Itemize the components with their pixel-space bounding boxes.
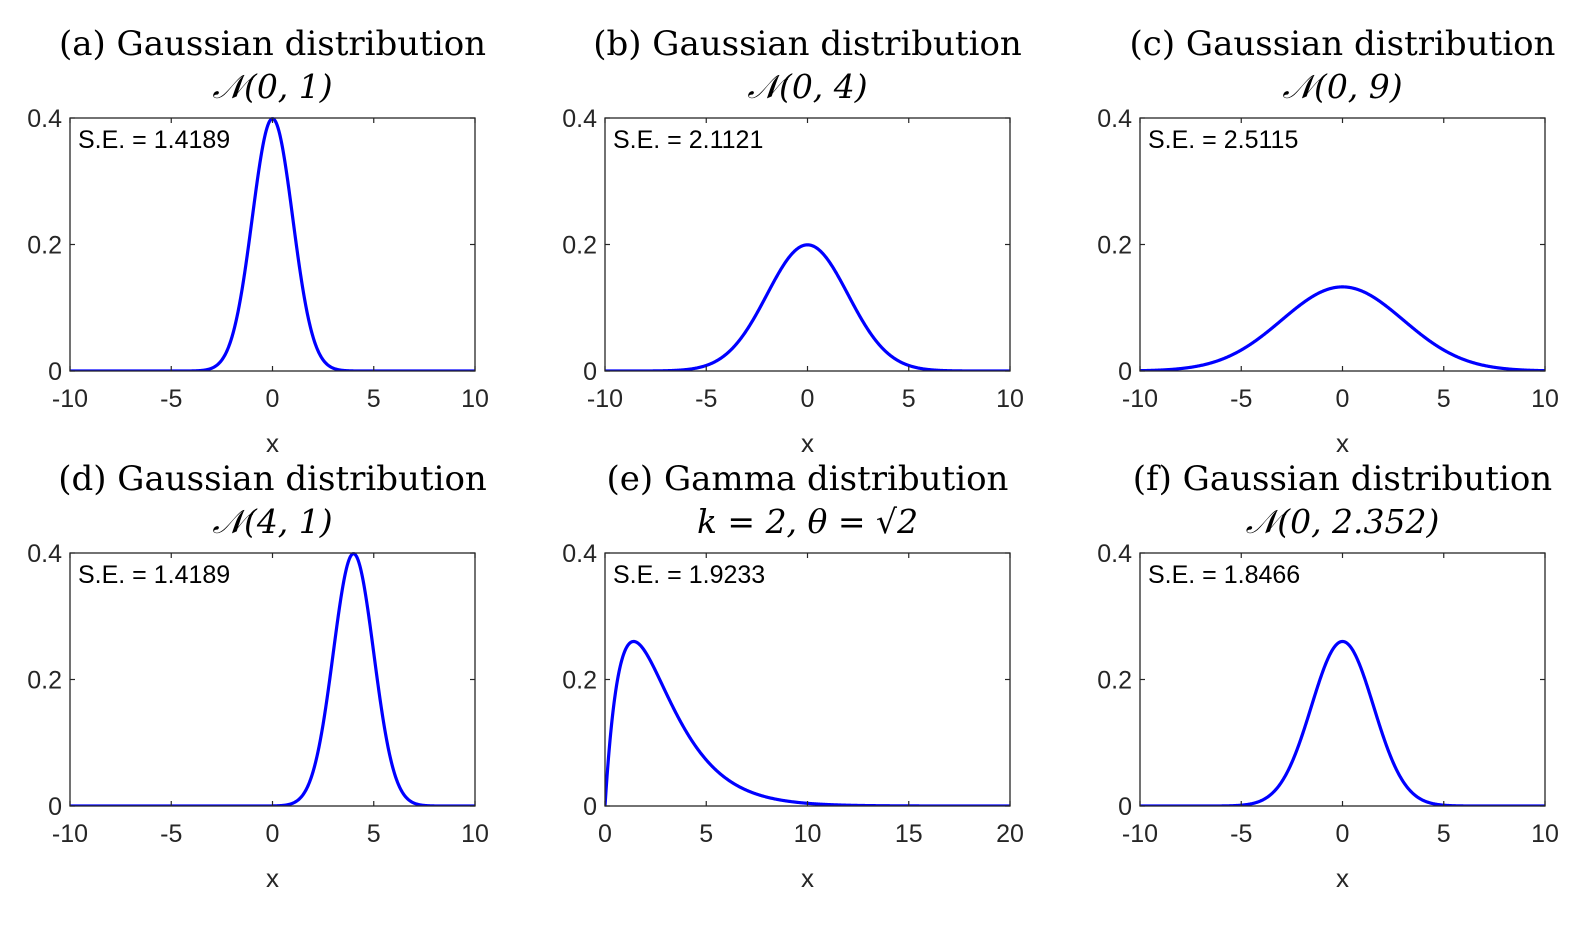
y-tick-label: 0 — [1118, 793, 1132, 821]
y-tick-label: 0 — [48, 358, 62, 386]
x-axis-label: x — [266, 428, 279, 458]
y-tick-label: 0.4 — [27, 105, 62, 133]
chart-title: (e) Gamma distribution — [607, 459, 1009, 499]
x-tick-label: -5 — [695, 385, 717, 413]
chart-title: (a) Gaussian distribution — [59, 24, 486, 64]
entropy-annotation: S.E. = 2.5115 — [1148, 126, 1298, 154]
entropy-annotation: S.E. = 1.9233 — [613, 561, 765, 589]
x-tick-label: 10 — [794, 820, 822, 848]
series-line-pdf — [70, 117, 475, 371]
x-tick-label: 0 — [1336, 820, 1350, 848]
y-tick-label: 0 — [583, 793, 597, 821]
x-tick-label: 15 — [895, 820, 923, 848]
x-tick-label: 10 — [996, 385, 1024, 413]
x-tick-label: -5 — [160, 385, 182, 413]
chart-title: (d) Gaussian distribution — [58, 459, 487, 499]
entropy-annotation: S.E. = 1.4189 — [78, 561, 230, 589]
x-tick-label: 5 — [1437, 385, 1451, 413]
x-tick-label: 5 — [1437, 820, 1451, 848]
series-line-pdf — [605, 639, 1010, 806]
y-tick-label: 0.4 — [562, 105, 597, 133]
x-tick-label: 0 — [598, 820, 612, 848]
y-tick-label: 0.2 — [562, 232, 597, 260]
x-tick-label: 10 — [1531, 385, 1559, 413]
x-tick-label: 0 — [266, 385, 280, 413]
x-tick-label: 10 — [461, 820, 489, 848]
y-tick-label: 0 — [583, 358, 597, 386]
series-line-pdf — [70, 552, 475, 806]
x-tick-label: 5 — [699, 820, 713, 848]
chart-subtitle: k = 2, θ = √2 — [697, 502, 918, 541]
series-line-pdf — [1140, 639, 1545, 806]
x-tick-label: 5 — [367, 820, 381, 848]
x-tick-label: 10 — [1531, 820, 1559, 848]
y-tick-label: 0.4 — [27, 540, 62, 568]
y-tick-label: 0.4 — [1097, 105, 1132, 133]
x-tick-label: 20 — [996, 820, 1024, 848]
plot-frame — [604, 552, 1011, 807]
x-axis-label: x — [1336, 863, 1349, 893]
plot-frame — [69, 117, 476, 372]
y-tick-label: 0.2 — [1097, 232, 1132, 260]
chart-title: (b) Gaussian distribution — [593, 24, 1022, 64]
y-tick-label: 0.2 — [562, 667, 597, 695]
x-tick-label: 0 — [1336, 385, 1350, 413]
entropy-annotation: S.E. = 2.1121 — [613, 126, 763, 154]
y-tick-label: 0.4 — [562, 540, 597, 568]
entropy-annotation: S.E. = 1.4189 — [78, 126, 230, 154]
x-tick-label: 5 — [367, 385, 381, 413]
y-tick-label: 0.4 — [1097, 540, 1132, 568]
x-tick-label: 0 — [801, 385, 815, 413]
x-tick-label: 0 — [266, 820, 280, 848]
x-tick-label: -5 — [160, 820, 182, 848]
plot-frame — [1139, 117, 1546, 372]
chart-title: (f) Gaussian distribution — [1133, 459, 1552, 499]
plot-frame — [1139, 552, 1546, 807]
x-tick-label: -5 — [1230, 385, 1252, 413]
chart-subtitle: 𝒩(4, 1) — [212, 502, 332, 541]
x-tick-label: -10 — [52, 820, 88, 848]
chart-subtitle: 𝒩(0, 2.352) — [1246, 502, 1440, 541]
chart-subtitle: 𝒩(0, 1) — [212, 67, 332, 106]
series-line-pdf — [1140, 285, 1545, 371]
x-tick-label: -10 — [587, 385, 623, 413]
plot-frame — [69, 552, 476, 807]
x-axis-label: x — [1336, 428, 1349, 458]
chart-subtitle: 𝒩(0, 9) — [1282, 67, 1402, 106]
x-tick-label: -5 — [1230, 820, 1252, 848]
x-tick-label: -10 — [1122, 385, 1158, 413]
x-axis-label: x — [266, 863, 279, 893]
x-tick-label: -10 — [52, 385, 88, 413]
x-tick-label: 10 — [461, 385, 489, 413]
y-tick-label: 0 — [1118, 358, 1132, 386]
y-tick-label: 0.2 — [1097, 667, 1132, 695]
entropy-annotation: S.E. = 1.8466 — [1148, 561, 1300, 589]
series-line-pdf — [605, 243, 1010, 371]
y-tick-label: 0.2 — [27, 667, 62, 695]
chart-title: (c) Gaussian distribution — [1130, 24, 1556, 64]
chart-subtitle: 𝒩(0, 4) — [747, 67, 867, 106]
x-tick-label: 5 — [902, 385, 916, 413]
x-axis-label: x — [801, 863, 814, 893]
y-tick-label: 0.2 — [27, 232, 62, 260]
x-axis-label: x — [801, 428, 814, 458]
y-tick-label: 0 — [48, 793, 62, 821]
x-tick-label: -10 — [1122, 820, 1158, 848]
